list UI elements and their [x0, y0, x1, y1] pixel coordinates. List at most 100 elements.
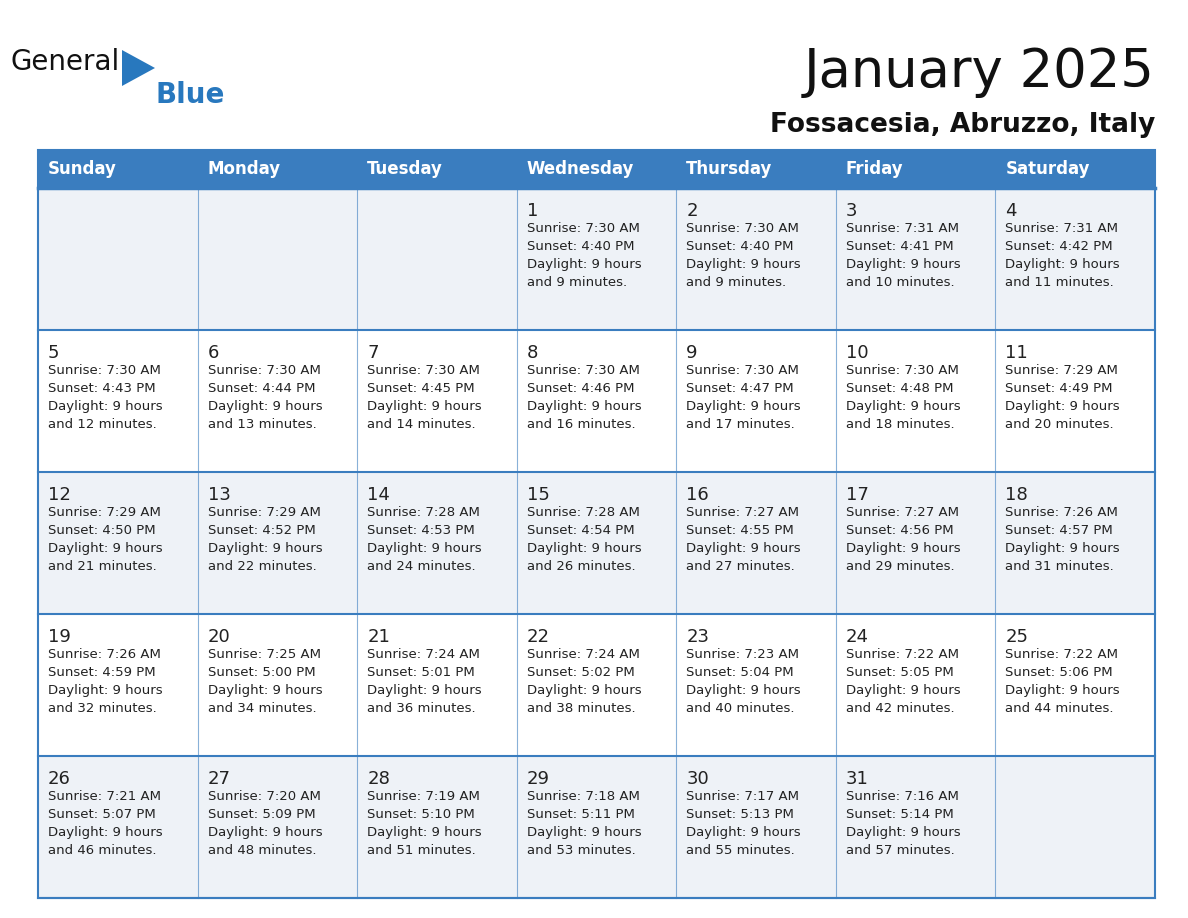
Text: Sunset: 4:40 PM: Sunset: 4:40 PM	[526, 240, 634, 253]
Text: Daylight: 9 hours: Daylight: 9 hours	[687, 826, 801, 839]
Bar	[38, 150, 1155, 898]
Text: Sunset: 4:49 PM: Sunset: 4:49 PM	[1005, 382, 1113, 395]
Text: and 57 minutes.: and 57 minutes.	[846, 844, 955, 857]
Text: 2: 2	[687, 202, 697, 220]
Bar	[38, 150, 1155, 188]
Text: and 29 minutes.: and 29 minutes.	[846, 560, 954, 573]
Text: 9: 9	[687, 344, 697, 362]
Text: 19: 19	[48, 628, 71, 646]
Text: Sunrise: 7:24 AM: Sunrise: 7:24 AM	[526, 648, 639, 661]
Text: Daylight: 9 hours: Daylight: 9 hours	[687, 400, 801, 413]
Bar	[38, 188, 1155, 330]
Polygon shape	[122, 50, 154, 86]
Text: Sunrise: 7:19 AM: Sunrise: 7:19 AM	[367, 790, 480, 803]
Text: Daylight: 9 hours: Daylight: 9 hours	[846, 684, 960, 697]
Text: 7: 7	[367, 344, 379, 362]
Text: and 12 minutes.: and 12 minutes.	[48, 418, 157, 431]
Text: and 24 minutes.: and 24 minutes.	[367, 560, 475, 573]
Text: and 38 minutes.: and 38 minutes.	[526, 702, 636, 715]
Text: and 42 minutes.: and 42 minutes.	[846, 702, 954, 715]
Text: Daylight: 9 hours: Daylight: 9 hours	[687, 542, 801, 555]
Text: Sunday: Sunday	[48, 160, 116, 178]
Text: Sunset: 5:10 PM: Sunset: 5:10 PM	[367, 808, 475, 821]
Text: Daylight: 9 hours: Daylight: 9 hours	[1005, 400, 1120, 413]
Text: Sunset: 4:57 PM: Sunset: 4:57 PM	[1005, 524, 1113, 537]
Text: and 51 minutes.: and 51 minutes.	[367, 844, 476, 857]
Text: Sunset: 5:00 PM: Sunset: 5:00 PM	[208, 666, 315, 679]
Text: Sunrise: 7:21 AM: Sunrise: 7:21 AM	[48, 790, 162, 803]
Text: Daylight: 9 hours: Daylight: 9 hours	[526, 400, 642, 413]
Text: Sunset: 4:56 PM: Sunset: 4:56 PM	[846, 524, 954, 537]
Text: and 36 minutes.: and 36 minutes.	[367, 702, 475, 715]
Text: Sunrise: 7:17 AM: Sunrise: 7:17 AM	[687, 790, 800, 803]
Text: Sunset: 5:01 PM: Sunset: 5:01 PM	[367, 666, 475, 679]
Text: Sunset: 4:44 PM: Sunset: 4:44 PM	[208, 382, 315, 395]
Text: 4: 4	[1005, 202, 1017, 220]
Text: Daylight: 9 hours: Daylight: 9 hours	[846, 826, 960, 839]
Text: Sunset: 4:53 PM: Sunset: 4:53 PM	[367, 524, 475, 537]
Text: 31: 31	[846, 770, 868, 788]
Text: Sunset: 5:09 PM: Sunset: 5:09 PM	[208, 808, 315, 821]
Text: and 44 minutes.: and 44 minutes.	[1005, 702, 1114, 715]
Text: 21: 21	[367, 628, 390, 646]
Text: and 11 minutes.: and 11 minutes.	[1005, 276, 1114, 289]
Text: and 46 minutes.: and 46 minutes.	[48, 844, 157, 857]
Text: Daylight: 9 hours: Daylight: 9 hours	[208, 542, 322, 555]
Text: 27: 27	[208, 770, 230, 788]
Text: and 18 minutes.: and 18 minutes.	[846, 418, 954, 431]
Text: Sunset: 5:06 PM: Sunset: 5:06 PM	[1005, 666, 1113, 679]
Text: and 10 minutes.: and 10 minutes.	[846, 276, 954, 289]
Text: 28: 28	[367, 770, 390, 788]
Text: Sunrise: 7:30 AM: Sunrise: 7:30 AM	[846, 364, 959, 377]
Text: and 31 minutes.: and 31 minutes.	[1005, 560, 1114, 573]
Text: Sunrise: 7:30 AM: Sunrise: 7:30 AM	[208, 364, 321, 377]
Text: Saturday: Saturday	[1005, 160, 1089, 178]
Text: Sunrise: 7:30 AM: Sunrise: 7:30 AM	[526, 364, 639, 377]
Text: Sunset: 4:50 PM: Sunset: 4:50 PM	[48, 524, 156, 537]
Text: Sunrise: 7:29 AM: Sunrise: 7:29 AM	[1005, 364, 1118, 377]
Text: 3: 3	[846, 202, 858, 220]
Text: Sunset: 5:11 PM: Sunset: 5:11 PM	[526, 808, 634, 821]
Text: Sunset: 4:43 PM: Sunset: 4:43 PM	[48, 382, 156, 395]
Text: Sunrise: 7:30 AM: Sunrise: 7:30 AM	[367, 364, 480, 377]
Text: Daylight: 9 hours: Daylight: 9 hours	[208, 400, 322, 413]
Text: Daylight: 9 hours: Daylight: 9 hours	[1005, 684, 1120, 697]
Text: Sunrise: 7:27 AM: Sunrise: 7:27 AM	[846, 506, 959, 519]
Text: 17: 17	[846, 486, 868, 504]
Text: Sunset: 4:41 PM: Sunset: 4:41 PM	[846, 240, 954, 253]
Text: Thursday: Thursday	[687, 160, 772, 178]
Text: Sunrise: 7:18 AM: Sunrise: 7:18 AM	[526, 790, 639, 803]
Text: Sunrise: 7:22 AM: Sunrise: 7:22 AM	[846, 648, 959, 661]
Text: and 13 minutes.: and 13 minutes.	[208, 418, 316, 431]
Text: and 32 minutes.: and 32 minutes.	[48, 702, 157, 715]
Text: and 9 minutes.: and 9 minutes.	[526, 276, 627, 289]
Text: and 27 minutes.: and 27 minutes.	[687, 560, 795, 573]
Text: 14: 14	[367, 486, 390, 504]
Text: Sunset: 4:40 PM: Sunset: 4:40 PM	[687, 240, 794, 253]
Text: Sunrise: 7:29 AM: Sunrise: 7:29 AM	[48, 506, 160, 519]
Text: Sunset: 5:05 PM: Sunset: 5:05 PM	[846, 666, 954, 679]
Text: 22: 22	[526, 628, 550, 646]
Text: Sunrise: 7:31 AM: Sunrise: 7:31 AM	[846, 222, 959, 235]
Text: Daylight: 9 hours: Daylight: 9 hours	[687, 258, 801, 271]
Text: 20: 20	[208, 628, 230, 646]
Text: Daylight: 9 hours: Daylight: 9 hours	[48, 684, 163, 697]
Text: Sunset: 4:52 PM: Sunset: 4:52 PM	[208, 524, 315, 537]
Text: 24: 24	[846, 628, 868, 646]
Text: Sunrise: 7:25 AM: Sunrise: 7:25 AM	[208, 648, 321, 661]
Text: Sunrise: 7:26 AM: Sunrise: 7:26 AM	[1005, 506, 1118, 519]
Text: Daylight: 9 hours: Daylight: 9 hours	[1005, 258, 1120, 271]
Text: Friday: Friday	[846, 160, 904, 178]
Text: Daylight: 9 hours: Daylight: 9 hours	[48, 400, 163, 413]
Text: and 26 minutes.: and 26 minutes.	[526, 560, 636, 573]
Bar	[38, 472, 1155, 614]
Text: and 55 minutes.: and 55 minutes.	[687, 844, 795, 857]
Text: Fossacesia, Abruzzo, Italy: Fossacesia, Abruzzo, Italy	[770, 112, 1155, 138]
Text: Sunrise: 7:16 AM: Sunrise: 7:16 AM	[846, 790, 959, 803]
Text: Daylight: 9 hours: Daylight: 9 hours	[526, 542, 642, 555]
Text: Sunrise: 7:30 AM: Sunrise: 7:30 AM	[526, 222, 639, 235]
Bar	[38, 330, 1155, 472]
Text: Sunset: 4:46 PM: Sunset: 4:46 PM	[526, 382, 634, 395]
Text: 16: 16	[687, 486, 709, 504]
Text: Daylight: 9 hours: Daylight: 9 hours	[526, 258, 642, 271]
